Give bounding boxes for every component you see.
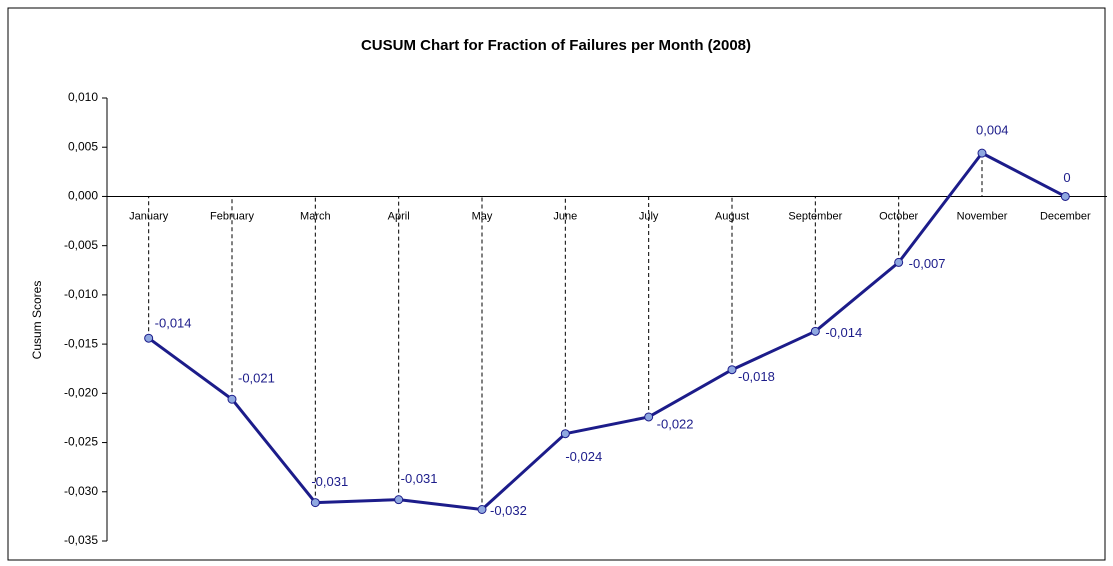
data-point <box>1060 191 1070 201</box>
chart-border <box>7 7 1106 561</box>
data-point <box>894 257 904 267</box>
data-label: -0,014 <box>155 316 192 331</box>
data-point <box>810 326 820 336</box>
y-tick-label: -0,025 <box>64 435 98 449</box>
x-tick-label: October <box>879 210 918 222</box>
data-label: -0,031 <box>401 471 438 486</box>
y-tick-label: 0,010 <box>68 90 98 104</box>
y-axis-label: Cusum Scores <box>30 281 44 360</box>
x-tick-label: December <box>1040 210 1091 222</box>
data-point <box>644 412 654 422</box>
data-label: 0,004 <box>976 123 1009 138</box>
data-point <box>727 365 737 375</box>
x-tick-label: August <box>715 210 749 222</box>
data-point <box>977 148 987 158</box>
x-tick-label: July <box>639 210 659 222</box>
data-label: -0,007 <box>909 256 946 271</box>
data-label: -0,024 <box>565 449 602 464</box>
y-tick-label: -0,005 <box>64 238 98 252</box>
data-point <box>560 429 570 439</box>
data-point <box>394 495 404 505</box>
y-tick-label: -0,020 <box>64 386 98 400</box>
data-label: -0,032 <box>490 503 527 518</box>
data-point <box>477 504 487 514</box>
y-tick-label: -0,015 <box>64 336 98 350</box>
data-point <box>227 394 237 404</box>
y-tick-label: -0,010 <box>64 287 98 301</box>
x-tick-label: November <box>957 210 1008 222</box>
x-tick-label: March <box>300 210 331 222</box>
y-tick-label: -0,035 <box>64 533 98 547</box>
data-label: -0,018 <box>738 369 775 384</box>
y-tick-label: 0,005 <box>68 139 98 153</box>
data-label: -0,031 <box>311 474 348 489</box>
data-label: -0,014 <box>825 325 862 340</box>
data-label: -0,022 <box>657 416 694 431</box>
data-label: -0,021 <box>238 371 275 386</box>
data-point <box>310 498 320 508</box>
x-tick-label: May <box>472 210 493 222</box>
chart-title: CUSUM Chart for Fraction of Failures per… <box>361 37 751 54</box>
y-tick-label: 0,000 <box>68 189 98 203</box>
cusum-line <box>147 151 1067 511</box>
data-point <box>144 333 154 343</box>
y-tick-label: -0,030 <box>64 484 98 498</box>
data-label: 0 <box>1063 170 1070 185</box>
